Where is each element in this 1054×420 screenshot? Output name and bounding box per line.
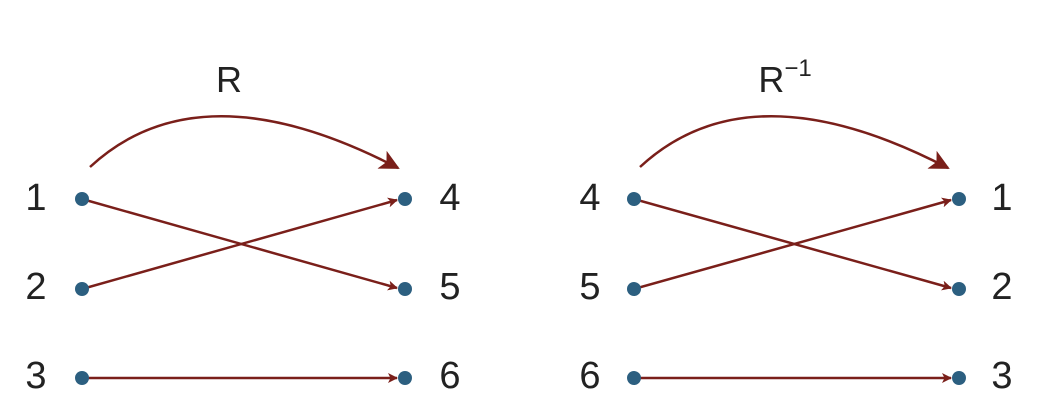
domain-label: 3 [25,355,46,397]
domain-node [627,371,641,385]
domain-label: 1 [25,177,46,219]
codomain-node [398,371,412,385]
domain-node [627,282,641,296]
codomain-node [952,371,966,385]
codomain-label: 2 [991,266,1012,308]
domain-node [627,192,641,206]
domain-node [75,282,89,296]
codomain-node [398,192,412,206]
domain-label: 5 [579,266,600,308]
domain-label: 2 [25,266,46,308]
codomain-node [398,282,412,296]
codomain-label: 6 [439,355,460,397]
codomain-label: 4 [439,177,460,219]
relation-diagram-r: R 1 2 3 4 5 6 [25,59,460,397]
relation-curved-arrow [639,115,950,170]
codomain-label: 3 [991,355,1012,397]
codomain-label: 5 [439,266,460,308]
relation-diagram-r-inverse: R−1 4 5 6 1 2 3 [579,55,1012,397]
diagram-title: R [216,59,242,100]
relation-curved-arrow [89,115,400,170]
domain-node [75,371,89,385]
codomain-node [952,282,966,296]
domain-label: 6 [579,355,600,397]
diagram-title: R−1 [758,55,811,100]
codomain-node [952,192,966,206]
domain-label: 4 [579,177,600,219]
codomain-label: 1 [991,177,1012,219]
mapping-arrow [633,197,952,291]
mapping-arrow [81,197,398,291]
domain-node [75,192,89,206]
